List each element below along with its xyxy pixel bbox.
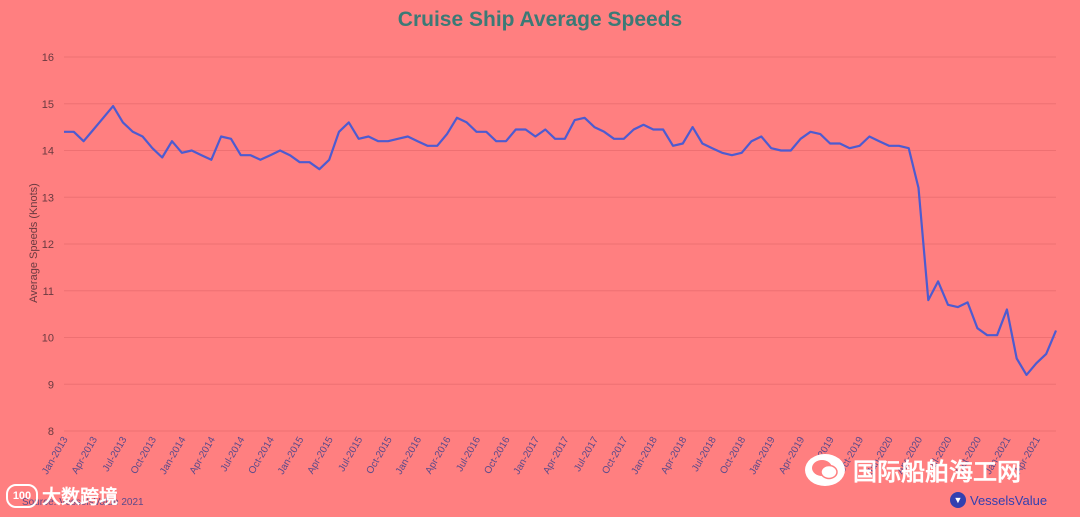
vesselsvalue-logo-icon: ▼ (950, 492, 966, 508)
y-tick-label: 11 (43, 286, 54, 298)
watermark-logo-icon: 100 (6, 483, 38, 508)
x-tick-label: Jan-2018 (630, 435, 661, 477)
y-axis-label: Average Speeds (Knots) (28, 183, 40, 303)
chart-title: Cruise Ship Average Speeds (397, 8, 683, 31)
x-tick-label: Oct-2013 (129, 435, 159, 477)
x-tick-label: Oct-2017 (600, 435, 630, 477)
x-tick-label: Jul-2013 (101, 435, 130, 474)
x-tick-label: Apr-2016 (424, 435, 454, 477)
vesselsvalue-logo-text: VesselsValue (970, 492, 1048, 508)
x-tick-label: Oct-2015 (365, 435, 395, 477)
x-tick-label: Apr-2015 (306, 435, 336, 477)
source-note: Source: VesselsValue 2021 (22, 497, 144, 508)
x-tick-label: Oct-2014 (247, 435, 277, 477)
wechat-icon (805, 453, 845, 486)
x-tick-label: Apr-2014 (188, 435, 218, 477)
y-tick-label: 8 (48, 426, 54, 438)
watermark-left: 100 大数跨境 (6, 482, 118, 509)
x-tick-label: Jan-2019 (747, 435, 778, 477)
x-tick-label: Apr-2013 (70, 435, 100, 477)
x-tick-label: Apr-2018 (659, 435, 689, 477)
y-tick-label: 14 (42, 146, 54, 158)
watermark-right: 国际船舶海工网 (805, 452, 1021, 487)
x-tick-label: Jul-2014 (219, 435, 248, 474)
x-tick-label: Oct-2018 (718, 435, 748, 477)
x-tick-label: Apr-2019 (777, 435, 807, 477)
x-tick-label: Jan-2016 (394, 435, 425, 477)
series-line (64, 104, 1058, 376)
watermark-right-text: 国际船舶海工网 (853, 459, 1021, 486)
y-tick-label: 16 (42, 52, 54, 64)
grid-lines (64, 56, 1056, 432)
x-tick-label: Jul-2018 (690, 435, 719, 474)
x-tick-label: Jul-2015 (337, 435, 366, 474)
watermark-left-text: 大数跨境 (42, 487, 119, 508)
x-tick-label: Jan-2013 (40, 435, 71, 477)
y-tick-label: 10 (42, 333, 54, 345)
x-tick-label: Jan-2014 (158, 435, 189, 477)
x-tick-label: Jul-2017 (572, 435, 601, 474)
y-tick-label: 9 (48, 379, 54, 391)
y-axis-ticks: 8 9 10 11 12 13 14 15 16 (42, 52, 54, 438)
x-tick-label: Oct-2016 (482, 435, 512, 477)
x-tick-label: Jul-2016 (454, 435, 483, 474)
x-tick-label: Apr-2017 (541, 435, 571, 477)
x-tick-label: Jan-2017 (512, 435, 543, 477)
y-tick-label: 12 (42, 239, 54, 251)
y-tick-label: 13 (42, 192, 54, 204)
series-layer (64, 104, 1058, 376)
y-tick-label: 15 (42, 99, 54, 111)
vesselsvalue-logo: ▼ VesselsValue (950, 492, 1047, 508)
x-tick-label: Jan-2015 (276, 435, 307, 477)
